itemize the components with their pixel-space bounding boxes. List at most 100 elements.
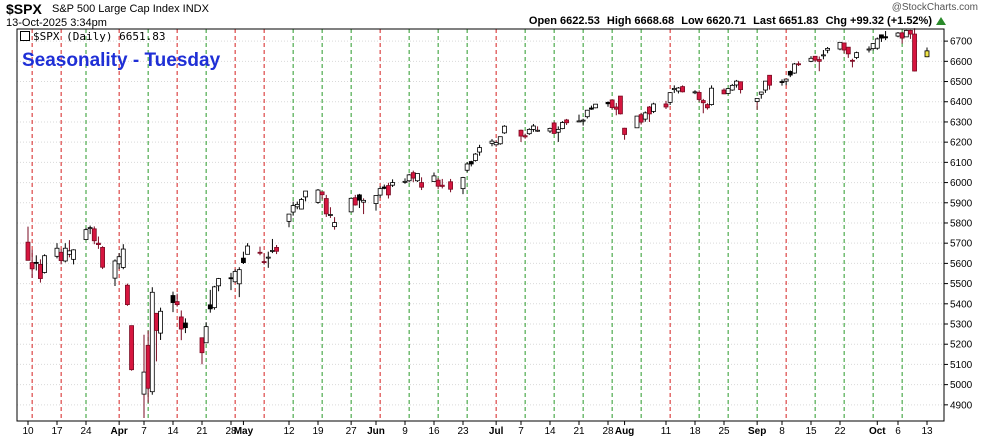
last-value: Last 6651.83: [753, 15, 819, 27]
y-tick-label: 6100: [950, 158, 973, 169]
candle-body: [42, 255, 47, 273]
x-tick-label: 19: [312, 426, 324, 437]
x-tick-label: Jun: [367, 426, 385, 437]
y-tick-label: 5800: [950, 218, 973, 229]
x-tick-label: 25: [718, 426, 730, 437]
candle-body: [593, 103, 598, 109]
high-value: High 6668.68: [606, 15, 675, 27]
candle-body: [468, 161, 474, 165]
candle-body: [183, 322, 188, 329]
candle-body: [489, 140, 495, 144]
candle-body: [212, 286, 217, 309]
candle-body: [439, 184, 445, 187]
ticker-symbol: $SPX: [6, 1, 42, 17]
candle-body: [680, 86, 685, 93]
candle-body: [825, 47, 830, 51]
open-value: Open 6622.53: [528, 15, 600, 27]
candle-body: [294, 203, 300, 208]
candle-body: [763, 80, 768, 91]
candle-body: [232, 271, 238, 283]
candle-body: [812, 55, 818, 61]
candle-body: [141, 371, 147, 395]
x-tick-label: 13: [921, 426, 933, 437]
candle-body: [634, 115, 640, 129]
candle-body: [493, 142, 499, 146]
candle-body: [299, 199, 304, 210]
candle-body: [270, 250, 275, 252]
overlay-title: Seasonality - Tuesday: [22, 50, 221, 71]
candle-body: [112, 260, 118, 279]
candle-body: [879, 34, 884, 39]
candle-body: [261, 261, 267, 263]
candle-body: [241, 257, 246, 263]
x-tick-label: 12: [283, 426, 295, 437]
quote-summary: Open 6622.53 High 6668.68 Low 6620.71 La…: [525, 15, 932, 27]
up-arrow-icon: [936, 17, 946, 25]
candle-body: [357, 194, 362, 201]
candle-body: [551, 122, 557, 134]
candle-body: [560, 122, 565, 130]
x-tick-label: Oct: [869, 426, 886, 437]
candle-body: [120, 248, 126, 268]
candle-body: [783, 78, 789, 82]
candle-body: [216, 278, 221, 287]
candle-body: [589, 107, 594, 110]
x-tick-label: 14: [544, 426, 556, 437]
quote-datetime: 13-Oct-2025 3:34pm: [6, 17, 107, 29]
candle-body: [149, 291, 155, 393]
candle-body: [303, 190, 308, 198]
candle-body: [605, 101, 611, 105]
candle-body: [415, 173, 420, 182]
candle-body: [908, 30, 913, 35]
candle-body: [555, 129, 561, 133]
candle-body: [390, 182, 395, 186]
candle-body: [54, 247, 60, 257]
candle-body: [145, 345, 151, 389]
candle-body: [895, 32, 901, 37]
x-tick-label: 8: [779, 426, 785, 437]
candle-body: [410, 172, 416, 179]
candle-body: [767, 74, 772, 86]
candle-body: [870, 43, 876, 50]
candle-body: [431, 175, 437, 182]
candle-body: [866, 48, 872, 51]
candle-body: [25, 241, 31, 261]
candle-body: [622, 127, 627, 135]
candle-body: [841, 42, 847, 51]
x-tick-label: 16: [428, 426, 440, 437]
candle-body: [613, 106, 619, 110]
candle-body: [883, 36, 888, 39]
candle-body: [352, 197, 358, 206]
candle-body: [912, 33, 917, 72]
candle-body: [696, 92, 702, 100]
candle-body: [477, 147, 482, 153]
candle-body: [721, 89, 727, 95]
candle-body: [729, 84, 735, 91]
y-tick-label: 5400: [950, 299, 973, 310]
candle-body: [816, 59, 822, 62]
candle-body: [67, 250, 72, 255]
candle-body: [178, 316, 184, 330]
candle-body: [518, 129, 524, 137]
legend-swatch-icon: [20, 31, 30, 41]
candle-body: [207, 304, 213, 310]
x-tick-label: Sep: [748, 426, 766, 437]
y-tick-label: 5700: [950, 239, 973, 250]
x-tick-label: 28: [602, 426, 614, 437]
x-tick-label: 7: [518, 426, 524, 437]
candle-body: [377, 188, 383, 196]
candle-body: [700, 100, 706, 104]
candle-body: [845, 46, 851, 55]
candle-body: [245, 245, 250, 255]
candle-body: [547, 128, 553, 132]
candle-body: [348, 197, 354, 213]
low-value: Low 6620.71: [681, 15, 747, 27]
candle-body: [738, 81, 743, 91]
candle-body: [29, 262, 35, 270]
candle-body: [497, 136, 503, 145]
candle-body: [854, 52, 859, 58]
candle-body: [796, 63, 801, 66]
candle-body: [676, 87, 681, 92]
y-tick-label: 5100: [950, 360, 973, 371]
candle-body: [779, 81, 785, 83]
